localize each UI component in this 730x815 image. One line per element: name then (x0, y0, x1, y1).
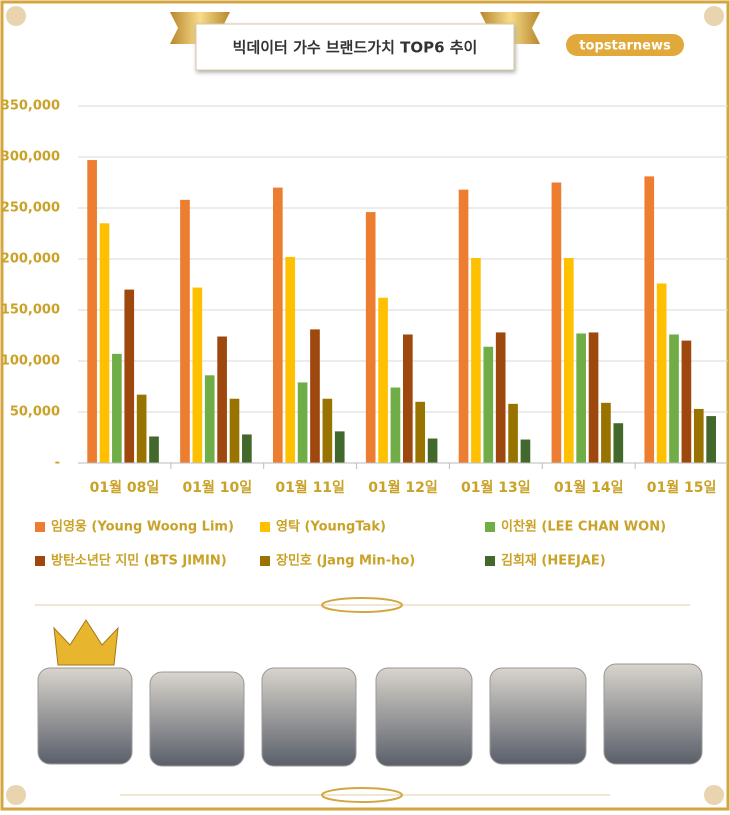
bar (458, 189, 469, 463)
bar (297, 382, 308, 463)
legend-swatch (485, 556, 495, 566)
y-tick-label: 100,000 (1, 354, 60, 369)
bar (217, 336, 227, 463)
bar (149, 436, 159, 463)
legend-label: 이찬원 (LEE CHAN WON) (501, 519, 666, 535)
bar (204, 375, 215, 463)
x-tick-label: 01월 13일 (461, 479, 531, 496)
legend-label: 김희재 (HEEJAE) (501, 554, 606, 569)
photos (37, 663, 703, 767)
logo-badge (566, 34, 684, 56)
bar (706, 416, 716, 463)
legend-label: 장민호 (Jang Min-ho) (276, 553, 415, 569)
x-tick-label: 01월 10일 (182, 479, 252, 496)
y-tick-label: 200,000 (1, 252, 60, 267)
bar (427, 438, 438, 463)
bar (87, 160, 97, 463)
chart-title: 빅데이터 가수 브랜드가치 TOP6 추이 (233, 39, 478, 57)
legend-swatch (485, 522, 495, 532)
divider (35, 597, 690, 803)
legend-label: 방탄소년단 지민 (BTS JIMIN) (51, 553, 227, 569)
corner-ornaments (6, 6, 724, 805)
bar (322, 398, 333, 463)
x-tick-label: 01월 15일 (647, 479, 717, 496)
chart: - 50,000 100,000 150,000 200,000 250,000 300,0… (1, 99, 728, 569)
y-tick-label: 300,000 (1, 150, 60, 165)
bar (656, 283, 667, 463)
bar (124, 289, 135, 463)
bar (273, 187, 283, 463)
x-tick-label: 01월 08일 (90, 479, 160, 496)
legend-label: 임영웅 (Young Woong Lim) (51, 519, 234, 535)
bar (334, 431, 345, 463)
bar (471, 257, 481, 463)
bar (693, 408, 704, 463)
x-tick-label: 01월 11일 (275, 479, 345, 496)
crown (53, 619, 119, 666)
bar (415, 401, 426, 463)
bar (520, 439, 531, 463)
bar (495, 332, 506, 463)
bar (588, 332, 599, 463)
bar (681, 340, 692, 463)
bar (403, 334, 413, 463)
bar (390, 387, 401, 463)
bar (551, 182, 562, 463)
y-tick-label: 250,000 (1, 201, 60, 216)
bar (508, 403, 518, 463)
y-tick-label: - (55, 456, 60, 471)
bar (378, 297, 388, 463)
bar (601, 402, 611, 463)
bar (136, 394, 147, 463)
bar (563, 257, 574, 463)
bar (310, 329, 320, 463)
legend-swatch (35, 522, 45, 532)
bar (576, 333, 586, 463)
bar (242, 434, 252, 463)
bar (285, 256, 296, 463)
y-tick-label: 50,000 (10, 405, 60, 420)
bar (229, 398, 240, 463)
legend-swatch (35, 556, 45, 566)
y-tick-label: 350,000 (1, 99, 60, 114)
bar (483, 346, 494, 463)
bar (644, 176, 655, 463)
legend-label: 영탁 (YoungTak) (276, 519, 386, 535)
legend-swatch (260, 522, 270, 532)
y-tick-label: 150,000 (1, 303, 60, 318)
bar (669, 334, 679, 463)
bar (112, 353, 122, 463)
logo: topstarnews (579, 39, 671, 54)
bar (180, 199, 190, 463)
title-banner (170, 12, 540, 71)
bar (365, 212, 376, 463)
x-tick-label: 01월 12일 (368, 479, 438, 496)
legend-swatch (260, 556, 270, 566)
bar (613, 423, 624, 463)
x-tick-label: 01월 14일 (554, 479, 624, 496)
bar (99, 223, 110, 463)
bar (192, 287, 203, 463)
